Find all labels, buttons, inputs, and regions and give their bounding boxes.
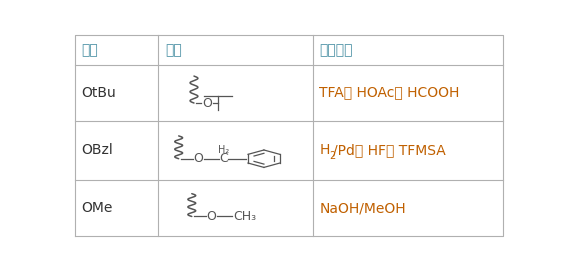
Text: 结构: 结构 <box>165 43 182 57</box>
Text: H₂: H₂ <box>218 145 229 155</box>
Text: OBzl: OBzl <box>81 143 113 157</box>
Text: /Pd， HF， TFMSA: /Pd， HF， TFMSA <box>333 143 446 157</box>
Text: TFA， HOAc， HCOOH: TFA， HOAc， HCOOH <box>319 86 460 100</box>
Text: 脱除条件: 脱除条件 <box>319 43 352 57</box>
Text: H: H <box>319 143 329 157</box>
Text: 2: 2 <box>329 151 335 161</box>
Text: O: O <box>193 152 203 165</box>
Text: OtBu: OtBu <box>81 86 116 100</box>
Text: C: C <box>219 152 228 165</box>
Text: O: O <box>202 97 212 109</box>
Text: 简称: 简称 <box>81 43 98 57</box>
Text: O: O <box>206 210 217 223</box>
Text: NaOH/MeOH: NaOH/MeOH <box>319 201 406 215</box>
Text: CH₃: CH₃ <box>233 210 257 223</box>
Text: OMe: OMe <box>81 201 113 215</box>
